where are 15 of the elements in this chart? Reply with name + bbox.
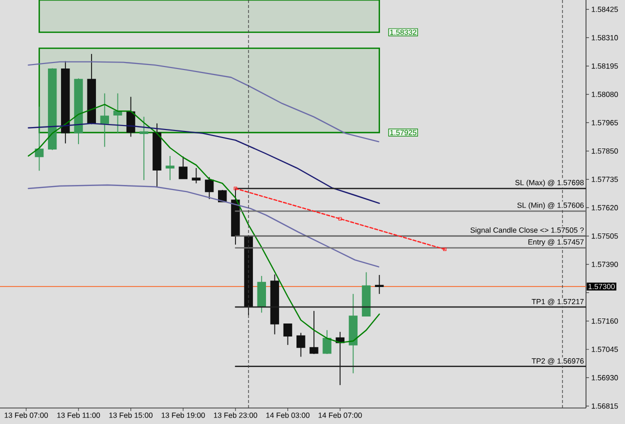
candlestick	[166, 156, 174, 181]
candlestick	[270, 274, 280, 335]
candlestick	[152, 122, 162, 188]
candlestick	[178, 156, 188, 180]
candlestick	[257, 275, 266, 314]
candlestick	[34, 106, 44, 172]
candlestick	[296, 332, 306, 358]
candlestick	[348, 293, 358, 374]
candlestick	[100, 92, 110, 148]
point	[234, 186, 238, 190]
point	[338, 217, 342, 220]
candlestick	[374, 274, 384, 294]
candlestick	[140, 116, 148, 181]
candlestick	[231, 188, 240, 246]
point	[443, 248, 446, 252]
